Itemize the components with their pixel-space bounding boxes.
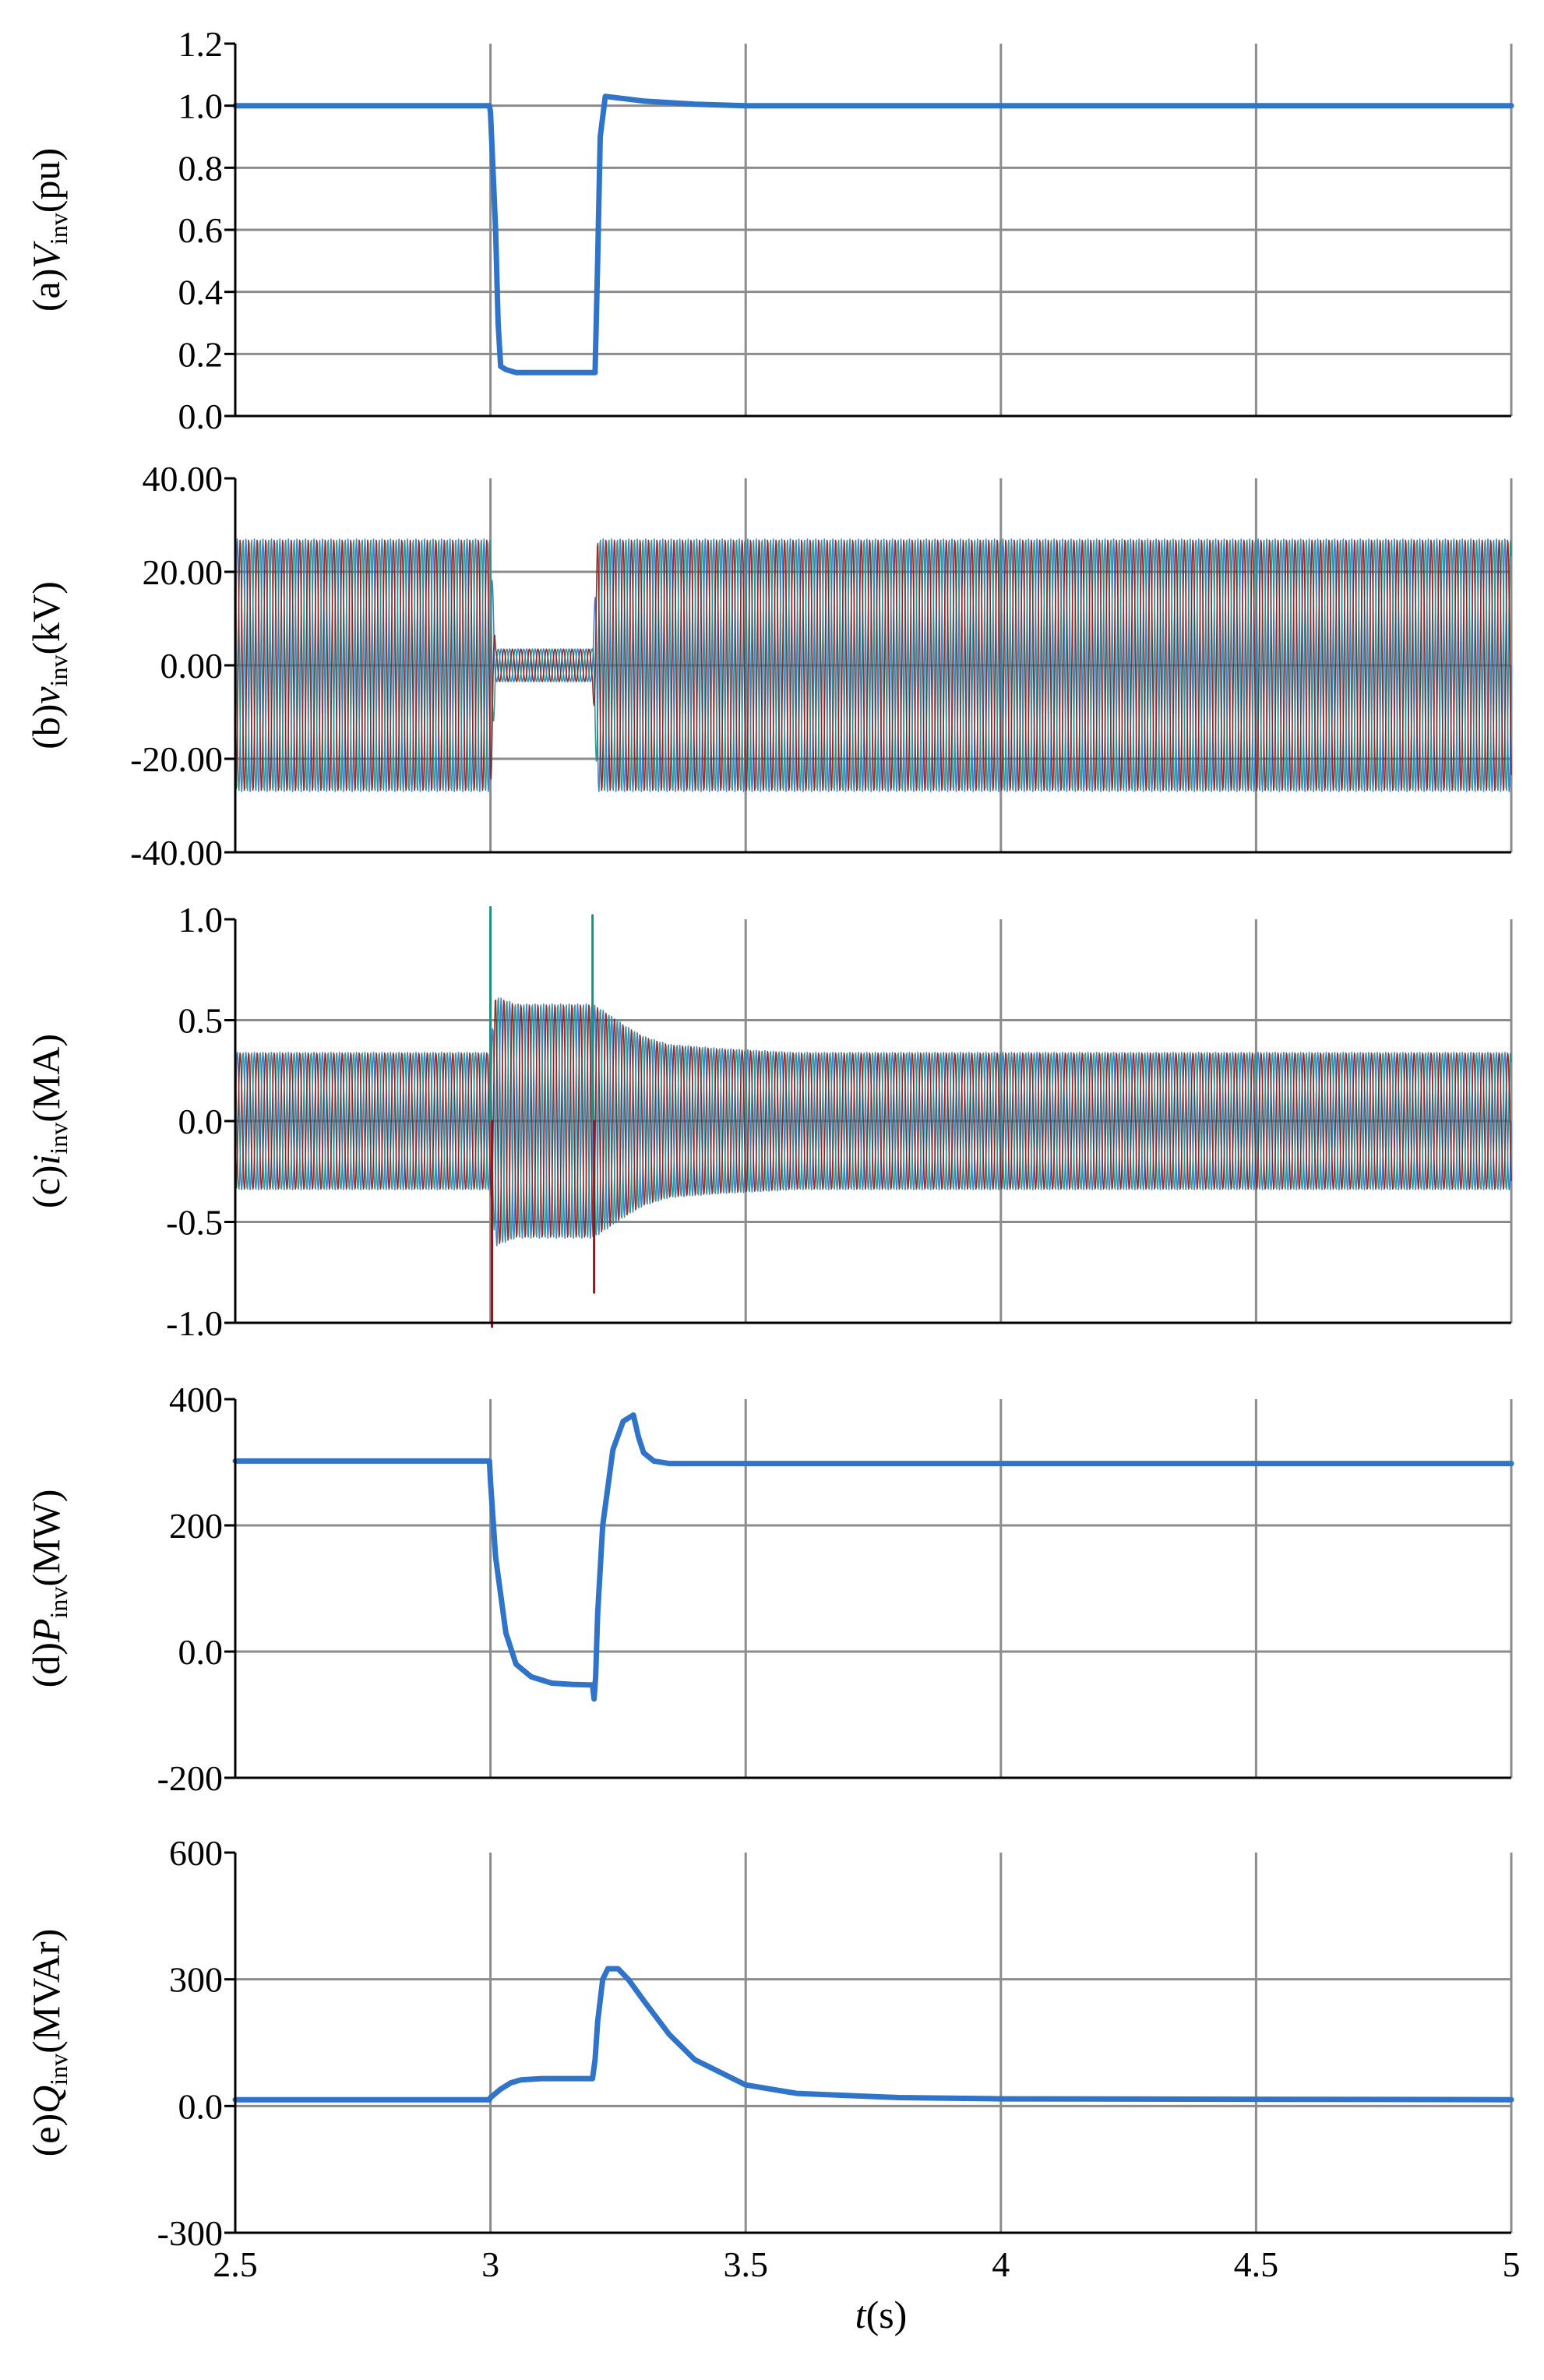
series-phase-2 <box>234 997 1512 1243</box>
series-phase-1 <box>234 997 1512 1246</box>
y-tick-label: -40.00 <box>130 833 223 873</box>
y-tick-label: 400 <box>169 1380 223 1419</box>
x-tick-label: 5 <box>1503 2244 1521 2284</box>
y-tick-label: 0.00 <box>160 646 224 686</box>
series-line <box>232 1966 1514 2103</box>
x-tick-label: 4 <box>992 2244 1010 2284</box>
y-tick-label: 0.0 <box>178 1102 224 1141</box>
panel-d: -200 0.0 200 400 (d)Pinv(MW) <box>24 1380 1514 1798</box>
y-tick-label: 0.8 <box>178 148 224 188</box>
y-tick-label: 20.00 <box>143 552 224 592</box>
series-phase-1 <box>234 538 1512 792</box>
traces <box>232 1966 1514 2103</box>
y-axis-label: (a)Vinv(pu) <box>24 148 72 312</box>
y-ticks: -40.00 -20.00 0.00 20.00 40.00 <box>130 459 235 873</box>
y-tick-label: 40.00 <box>143 459 224 499</box>
y-tick-label: 300 <box>169 1960 223 2000</box>
y-tick-label: 200 <box>169 1506 223 1546</box>
y-ticks: -1.0 -0.5 0.0 0.5 1.0 <box>166 900 235 1343</box>
y-tick-label: -20.00 <box>130 739 223 779</box>
y-axis-label: (d)Pinv(MW) <box>24 1490 72 1688</box>
traces <box>234 905 1512 1328</box>
y-tick-label: 1.0 <box>178 86 224 126</box>
y-tick-label: 1.2 <box>178 24 224 64</box>
x-tick-label: 3.5 <box>723 2244 768 2284</box>
y-axis-label: (c)iinv(MA) <box>24 1034 72 1208</box>
y-ticks: -300 0.0 300 600 <box>157 1833 235 2253</box>
y-ticks: 0.0 0.2 0.4 0.6 0.8 1.0 1.2 <box>178 24 235 436</box>
x-tick-label: 3 <box>481 2244 499 2284</box>
x-axis: 2.5 3 3.5 4 4.5 5 t(s) <box>213 2244 1520 2336</box>
y-axis-label: (b)vinv(kV) <box>24 581 72 749</box>
y-tick-label: 0.0 <box>178 397 224 436</box>
y-tick-label: 0.2 <box>178 334 224 374</box>
traces <box>232 1412 1514 1702</box>
series-line <box>232 93 1514 376</box>
panel-b: -40.00 -20.00 0.00 20.00 40.00 (b)vinv(kV) <box>24 459 1513 873</box>
y-tick-label: -0.5 <box>166 1203 223 1243</box>
series-phase-3 <box>234 1000 1512 1244</box>
y-tick-label: 0.0 <box>178 2086 224 2126</box>
y-tick-label: 0.0 <box>178 1632 224 1672</box>
traces <box>232 93 1514 376</box>
gridlines <box>235 1853 1513 2233</box>
y-tick-label: 0.5 <box>178 1001 224 1041</box>
gridlines <box>235 44 1513 416</box>
panel-a: 0.0 0.2 0.4 0.6 0.8 1.0 1.2 (a)Vinv(pu) <box>24 24 1514 436</box>
y-tick-label: -1.0 <box>166 1303 223 1343</box>
y-tick-label: 0.4 <box>178 273 224 312</box>
gridlines <box>235 1399 1513 1778</box>
y-tick-label: -200 <box>157 1758 223 1798</box>
panel-e: -300 0.0 300 600 (e)Qinv(MVAr) <box>24 1833 1514 2253</box>
y-ticks: -200 0.0 200 400 <box>157 1380 235 1798</box>
traces <box>234 538 1512 792</box>
series-line <box>232 1412 1514 1702</box>
series-phase-2 <box>234 539 1512 792</box>
panels: 0.0 0.2 0.4 0.6 0.8 1.0 1.2 (a)Vinv(pu) -40.00 -2… <box>24 24 1514 2253</box>
x-tick-label: 4.5 <box>1234 2244 1279 2284</box>
series-phase-3 <box>234 539 1512 792</box>
y-tick-label: 600 <box>169 1833 223 1873</box>
y-tick-label: -300 <box>157 2213 223 2253</box>
y-tick-label: 1.0 <box>178 900 224 940</box>
x-axis-label: t(s) <box>855 2293 908 2336</box>
y-axis-label: (e)Qinv(MVAr) <box>24 1929 72 2157</box>
x-tick-label: 2.5 <box>213 2244 258 2284</box>
panel-c: -1.0 -0.5 0.0 0.5 1.0 (c)iinv(MA) <box>24 900 1513 1343</box>
y-tick-label: 0.6 <box>178 210 224 250</box>
